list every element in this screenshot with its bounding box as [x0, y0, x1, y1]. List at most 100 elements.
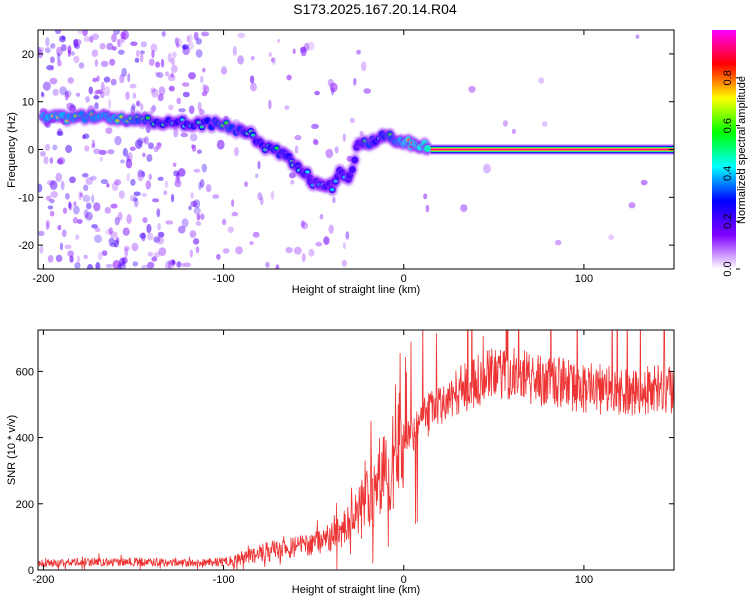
- speckle-point: [483, 163, 491, 174]
- speckle-point: [111, 181, 119, 192]
- speckle-point: [201, 31, 210, 37]
- speckle-point: [41, 91, 44, 97]
- speckle-point: [85, 211, 93, 221]
- speckle-point: [168, 104, 174, 111]
- speckle-point: [125, 158, 133, 169]
- speckle-point: [56, 158, 64, 165]
- speckle-point: [257, 192, 263, 201]
- speckle-point: [216, 253, 221, 260]
- speckle-point: [277, 38, 281, 43]
- speckle-point: [119, 73, 125, 84]
- snr-ticks: -200 -100 0 100 0 200 400 600: [16, 330, 674, 586]
- speckle-point: [193, 199, 201, 209]
- speckle-point: [121, 67, 127, 77]
- speckle-point: [120, 159, 125, 164]
- speckle-point: [188, 205, 192, 211]
- speckle-point: [123, 245, 130, 252]
- speckle-point: [96, 89, 104, 94]
- speckle-point: [157, 142, 162, 147]
- speckle-point: [198, 181, 202, 191]
- speckle-point: [294, 145, 299, 154]
- speckle-point: [100, 81, 105, 92]
- speckle-point: [157, 72, 164, 79]
- speckle-point: [49, 180, 58, 190]
- speckle-point: [193, 168, 201, 173]
- colorbar-label: Normalized spectral amplitude: [736, 76, 748, 224]
- chart-title: S173.2025.167.20.14.R04: [293, 1, 457, 17]
- speckle-point: [237, 55, 245, 65]
- speckle-point: [511, 128, 516, 135]
- speckle-point: [69, 176, 76, 184]
- colorbar-ticks: 0.0 0.2 0.4 0.6 0.8: [722, 70, 740, 277]
- speckle-point: [156, 208, 161, 218]
- speckle-point: [146, 154, 153, 162]
- speckle-point: [79, 192, 84, 198]
- speckle-point: [193, 207, 201, 215]
- speckle-point: [181, 262, 185, 268]
- speckle-point: [52, 88, 59, 96]
- speckle-point: [45, 37, 50, 47]
- speckle-point: [165, 260, 171, 269]
- y-tick-label: -10: [18, 192, 34, 204]
- speckle-point: [93, 95, 100, 100]
- snr-marks: [38, 330, 674, 570]
- speckle-point: [125, 91, 130, 100]
- speckle-point: [200, 178, 205, 188]
- speckle-point: [91, 49, 99, 57]
- speckle-point: [68, 202, 73, 211]
- speckle-point: [349, 117, 355, 124]
- speckle-point: [122, 147, 128, 157]
- speckle-point: [92, 77, 98, 83]
- speckle-point: [156, 142, 162, 150]
- speckle-point: [307, 41, 315, 51]
- speckle-point: [100, 60, 109, 68]
- speckle-point: [137, 137, 143, 147]
- speckle-point: [42, 81, 51, 91]
- speckle-point: [189, 249, 193, 258]
- speckle-point: [131, 242, 139, 252]
- speckle-point: [106, 42, 114, 51]
- speckle-point: [172, 162, 177, 167]
- speckle-point: [104, 86, 111, 97]
- speckle-point: [139, 50, 145, 55]
- speckle-point: [157, 223, 161, 231]
- speckle-point: [91, 139, 95, 147]
- speckle-point: [172, 51, 177, 59]
- speckle-point: [197, 101, 202, 112]
- speckle-point: [293, 246, 302, 255]
- speckle-point: [55, 254, 63, 263]
- speckle-point: [252, 231, 260, 238]
- speckle-point: [97, 252, 103, 261]
- speckle-point: [73, 55, 80, 64]
- speckle-point: [147, 232, 154, 241]
- speckle-point: [315, 241, 323, 247]
- speckle-point: [502, 120, 508, 127]
- speckle-point: [137, 172, 144, 182]
- speckle-point: [39, 245, 44, 254]
- speckle-point: [82, 194, 91, 203]
- speckle-point: [85, 202, 92, 210]
- snr-panel: -200 -100 0 100 0 200 400 600 Height of straigh…: [6, 329, 675, 596]
- speckle-point: [147, 251, 154, 257]
- speckle-point: [120, 36, 126, 43]
- spectrogram-x-label: Height of straight line (km): [292, 284, 420, 296]
- speckle-point: [121, 30, 129, 40]
- speckle-point: [140, 41, 147, 48]
- speckle-point: [76, 219, 83, 224]
- y-tick-label: 0: [28, 565, 34, 577]
- speckle-point: [108, 237, 115, 245]
- speckle-point: [135, 139, 143, 149]
- speckle-point: [183, 262, 192, 268]
- ridge-mid: [349, 166, 356, 173]
- speckle-point: [83, 36, 91, 42]
- speckle-point: [292, 48, 296, 55]
- speckle-point: [628, 202, 636, 209]
- speckle-point: [170, 72, 174, 78]
- speckle-point: [257, 160, 261, 170]
- speckle-point: [255, 173, 259, 179]
- speckle-point: [220, 66, 228, 75]
- speckle-point: [182, 91, 190, 98]
- speckle-point: [100, 179, 109, 185]
- speckle-point: [137, 169, 144, 178]
- x-tick-label: 100: [575, 273, 593, 285]
